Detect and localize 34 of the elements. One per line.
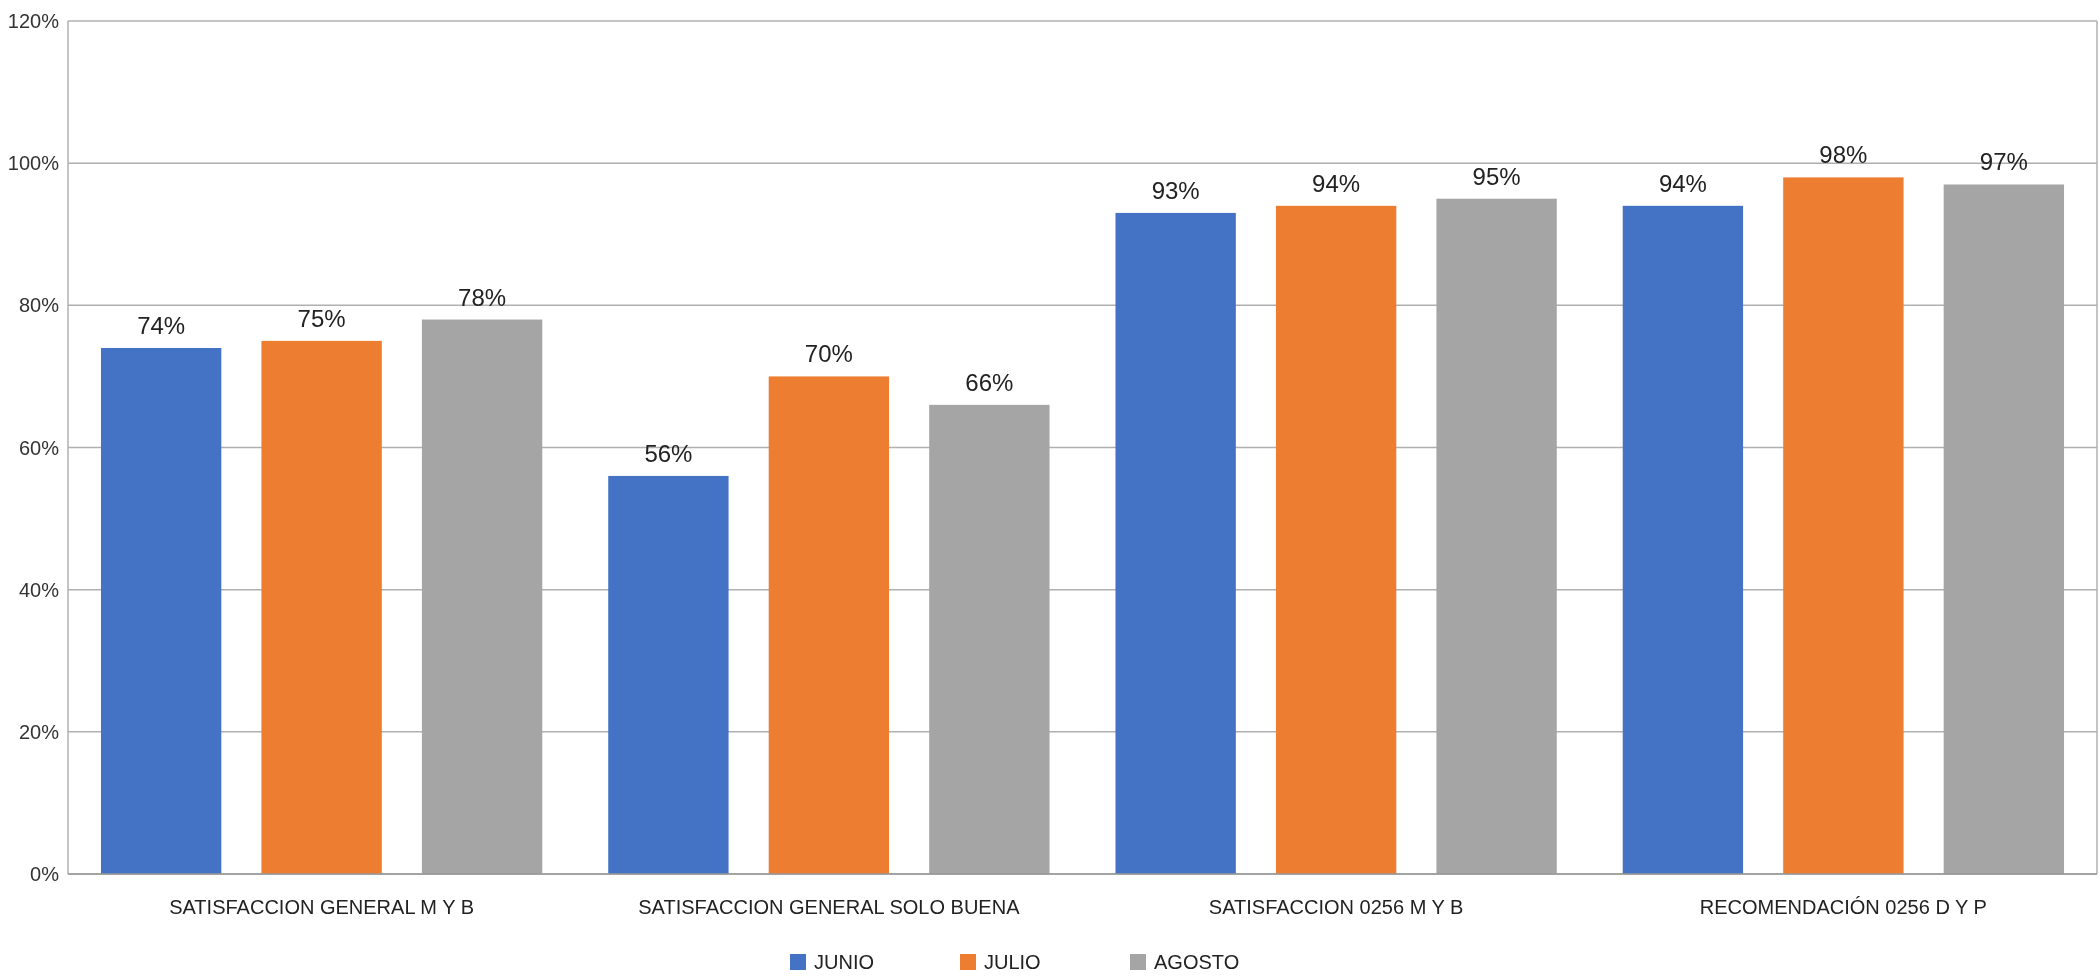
data-label: 97%	[1979, 148, 2028, 176]
y-tick-label: 60%	[18, 436, 60, 459]
data-label: 94%	[1312, 169, 1361, 197]
y-tick-label: 80%	[18, 294, 60, 317]
y-tick-label: 0%	[30, 863, 60, 885]
data-label: 56%	[644, 439, 693, 467]
data-label: 78%	[458, 283, 507, 311]
legend-label: AGOSTO	[1154, 951, 1240, 973]
legend-label: JULIO	[984, 951, 1041, 973]
x-tick-label: SATISFACCION GENERAL M Y B	[169, 896, 475, 918]
data-label: 93%	[1151, 176, 1200, 204]
x-tick-label: SATISFACCION 0256 M Y B	[1208, 896, 1464, 918]
bar	[608, 475, 729, 874]
bar	[768, 376, 890, 874]
bar	[1783, 177, 1904, 874]
data-label: 75%	[297, 304, 346, 332]
data-label: 66%	[965, 368, 1014, 396]
bar	[261, 340, 382, 874]
bar	[1115, 212, 1236, 874]
data-label: 95%	[1472, 162, 1521, 190]
x-tick-label: SATISFACCION GENERAL SOLO BUENA	[638, 896, 1021, 918]
y-tick-label: 20%	[18, 720, 60, 743]
bar	[100, 347, 222, 874]
data-label: 98%	[1819, 141, 1868, 169]
legend-label: JUNIO	[814, 951, 874, 973]
data-label: 70%	[804, 340, 853, 368]
y-tick-label: 120%	[7, 10, 60, 32]
y-tick-label: 100%	[7, 152, 60, 175]
data-label: 94%	[1658, 169, 1707, 197]
y-tick-label: 40%	[18, 578, 60, 601]
bar	[1275, 205, 1397, 874]
data-label: 74%	[137, 311, 186, 339]
bar	[1622, 205, 1744, 874]
x-tick-label: RECOMENDACIÓN 0256 D Y P	[1699, 896, 1987, 918]
